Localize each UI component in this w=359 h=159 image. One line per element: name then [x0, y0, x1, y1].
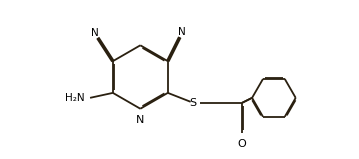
Text: H₂N: H₂N — [65, 93, 85, 103]
Text: O: O — [238, 139, 247, 149]
Text: N: N — [91, 28, 99, 38]
Text: S: S — [189, 98, 196, 108]
Text: N: N — [136, 115, 145, 125]
Text: N: N — [178, 27, 186, 37]
